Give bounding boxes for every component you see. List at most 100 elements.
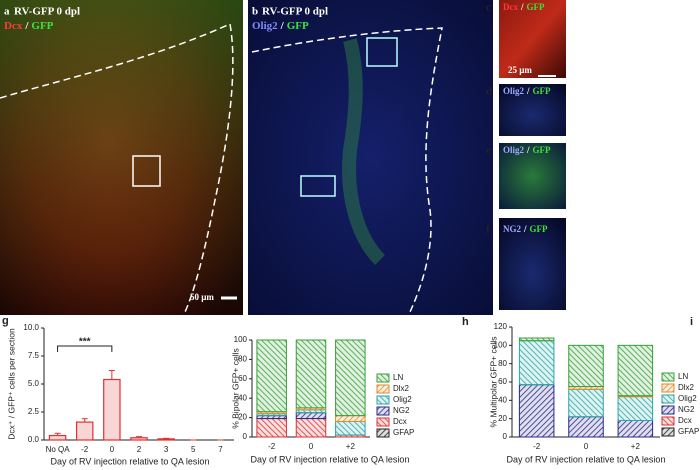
y-tick-label: 40 [498,395,507,404]
inset-box [366,37,398,67]
stain-name: Olig2 [503,145,525,155]
x-axis-label: Day of RV injection relative to QA lesio… [51,456,210,466]
stain-name: NG2 [503,224,522,234]
significance-bracket [57,345,113,352]
x-tick-label: +2 [346,442,356,451]
image-a [0,0,243,315]
legend-label: GFAP [678,427,699,436]
legend-label: Olig2 [393,395,412,404]
legend-swatch [376,417,390,427]
x-tick-label: 0 [309,442,314,451]
y-tick-label: 20 [498,414,507,423]
inset-box [132,155,161,187]
error-bar [136,436,142,438]
stain-name: / [523,224,527,234]
stain-name: GFP [533,86,551,96]
legend-label: Dlx2 [678,383,695,392]
bar [103,378,121,441]
legend-swatch [661,383,675,393]
stain-name: / [520,2,524,12]
error-bar [163,437,170,439]
micrograph-e [499,143,566,209]
error-bar [108,370,115,380]
x-axis-label: Day of RV injection relative to QA lesio… [507,454,666,464]
bar-segment [518,337,555,342]
legend-label: NG2 [678,405,695,414]
stain-name: GFP [31,20,53,32]
bar-segment [568,388,604,418]
y-tick-label: 40 [238,393,247,402]
y-tick-label: 0.0 [28,435,40,444]
y-tick-label: 100 [494,340,508,349]
y-tick-label: 5.0 [28,379,40,388]
stain-name: / [24,20,29,32]
y-tick-label: 7.5 [28,351,40,360]
legend-label: Dcx [678,416,692,425]
panel-label: f [486,224,490,236]
bar-segment [568,344,604,388]
bar-segment [335,420,366,436]
bar-segment [295,418,327,438]
panel-label: c [486,2,491,14]
x-tick-label: 7 [218,445,223,454]
scale-bar-label: 25 µm [508,65,532,75]
stain-name: Dcx [4,20,23,32]
legend-label: LN [393,373,403,382]
legend-label: NG2 [393,406,410,415]
y-axis-label: % Bipolar GFP+ cells [230,348,240,429]
stain-name: GFP [530,224,548,234]
legend-label: GFAP [393,428,414,437]
scale-bar-label: 50 µm [190,292,214,302]
x-axis-label: Day of RV injection relative to QA lesio… [251,454,410,464]
legend-label: LN [678,372,688,381]
y-tick-label: 60 [498,377,507,386]
bar-segment [295,412,327,420]
bar-segment [518,384,555,438]
error-bar [54,432,61,436]
bar-segment [335,415,366,422]
image-title: RV-GFP 0 dpl [262,6,328,18]
legend-swatch [376,428,390,438]
bar-segment [617,344,654,397]
bar-segment [335,339,366,417]
stain-label: Dcx / GFP [503,2,545,12]
x-tick-label: 5 [191,445,196,454]
bar-segment [518,340,555,386]
y-axis-label: % Multipolar GFP+ cells [488,337,498,428]
bar-segment [568,416,604,438]
y-tick-label: 0 [243,432,248,441]
legend-swatch [376,384,390,394]
legend-swatch [661,372,675,382]
stain-name: / [526,86,530,96]
x-tick-label: -2 [81,445,89,454]
legend-swatch [661,394,675,404]
gfp-signal [342,38,386,265]
stain-label: Dcx / GFP [4,20,54,32]
micrograph-f [499,218,566,310]
x-tick-label: -2 [268,442,276,451]
bar-segment [617,396,654,421]
bar [130,437,148,441]
legend-swatch [661,405,675,415]
stain-name: Olig2 [503,86,525,96]
panel-label: a [4,6,10,18]
legend-swatch [376,395,390,405]
y-tick-label: 80 [238,355,247,364]
y-tick-label: 20 [238,413,247,422]
bar [75,421,94,441]
y-tick-label: 0 [503,432,508,441]
x-tick-label: No QA [46,445,71,454]
bar [48,434,67,441]
y-tick-label: 100 [234,335,248,344]
legend-swatch [376,373,390,383]
micrograph-c [499,0,566,78]
y-axis-label: Dcx⁺ / GFP⁺ cells per section [6,328,16,440]
x-tick-label: 0 [584,442,589,451]
stain-name: Olig2 [252,20,278,32]
bar-segment [256,418,287,438]
x-tick-label: +2 [631,442,641,451]
inset-box [300,175,336,197]
x-tick-label: -2 [533,442,541,451]
boundary [251,27,443,313]
panel-label: h [462,316,469,328]
